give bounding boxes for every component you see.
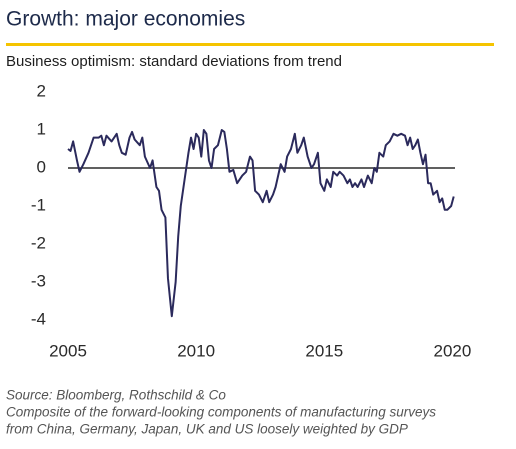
x-tick-label: 2005 xyxy=(49,341,87,360)
y-tick-label: 1 xyxy=(37,119,46,138)
source: Source: Bloomberg, Rothschild & Co xyxy=(6,388,226,403)
note-line: Composite of the forward-looking compone… xyxy=(6,405,436,420)
y-tick-label: -4 xyxy=(31,309,46,328)
x-tick-label: 2010 xyxy=(177,341,215,360)
y-tick-label: -2 xyxy=(31,233,46,252)
y-tick-label: -1 xyxy=(31,195,46,214)
chart-subtitle: Business optimism: standard deviations f… xyxy=(6,53,342,70)
y-tick-label: -3 xyxy=(31,271,46,290)
data-line xyxy=(67,129,455,318)
chart-title: Growth: major economies xyxy=(6,8,245,31)
title-rule xyxy=(6,43,494,46)
x-tick-label: 2020 xyxy=(434,341,472,360)
y-tick-label: 2 xyxy=(37,81,46,100)
note-line: from China, Germany, Japan, UK and US lo… xyxy=(6,422,408,437)
y-tick-label: 0 xyxy=(37,157,46,176)
x-tick-label: 2015 xyxy=(305,341,343,360)
